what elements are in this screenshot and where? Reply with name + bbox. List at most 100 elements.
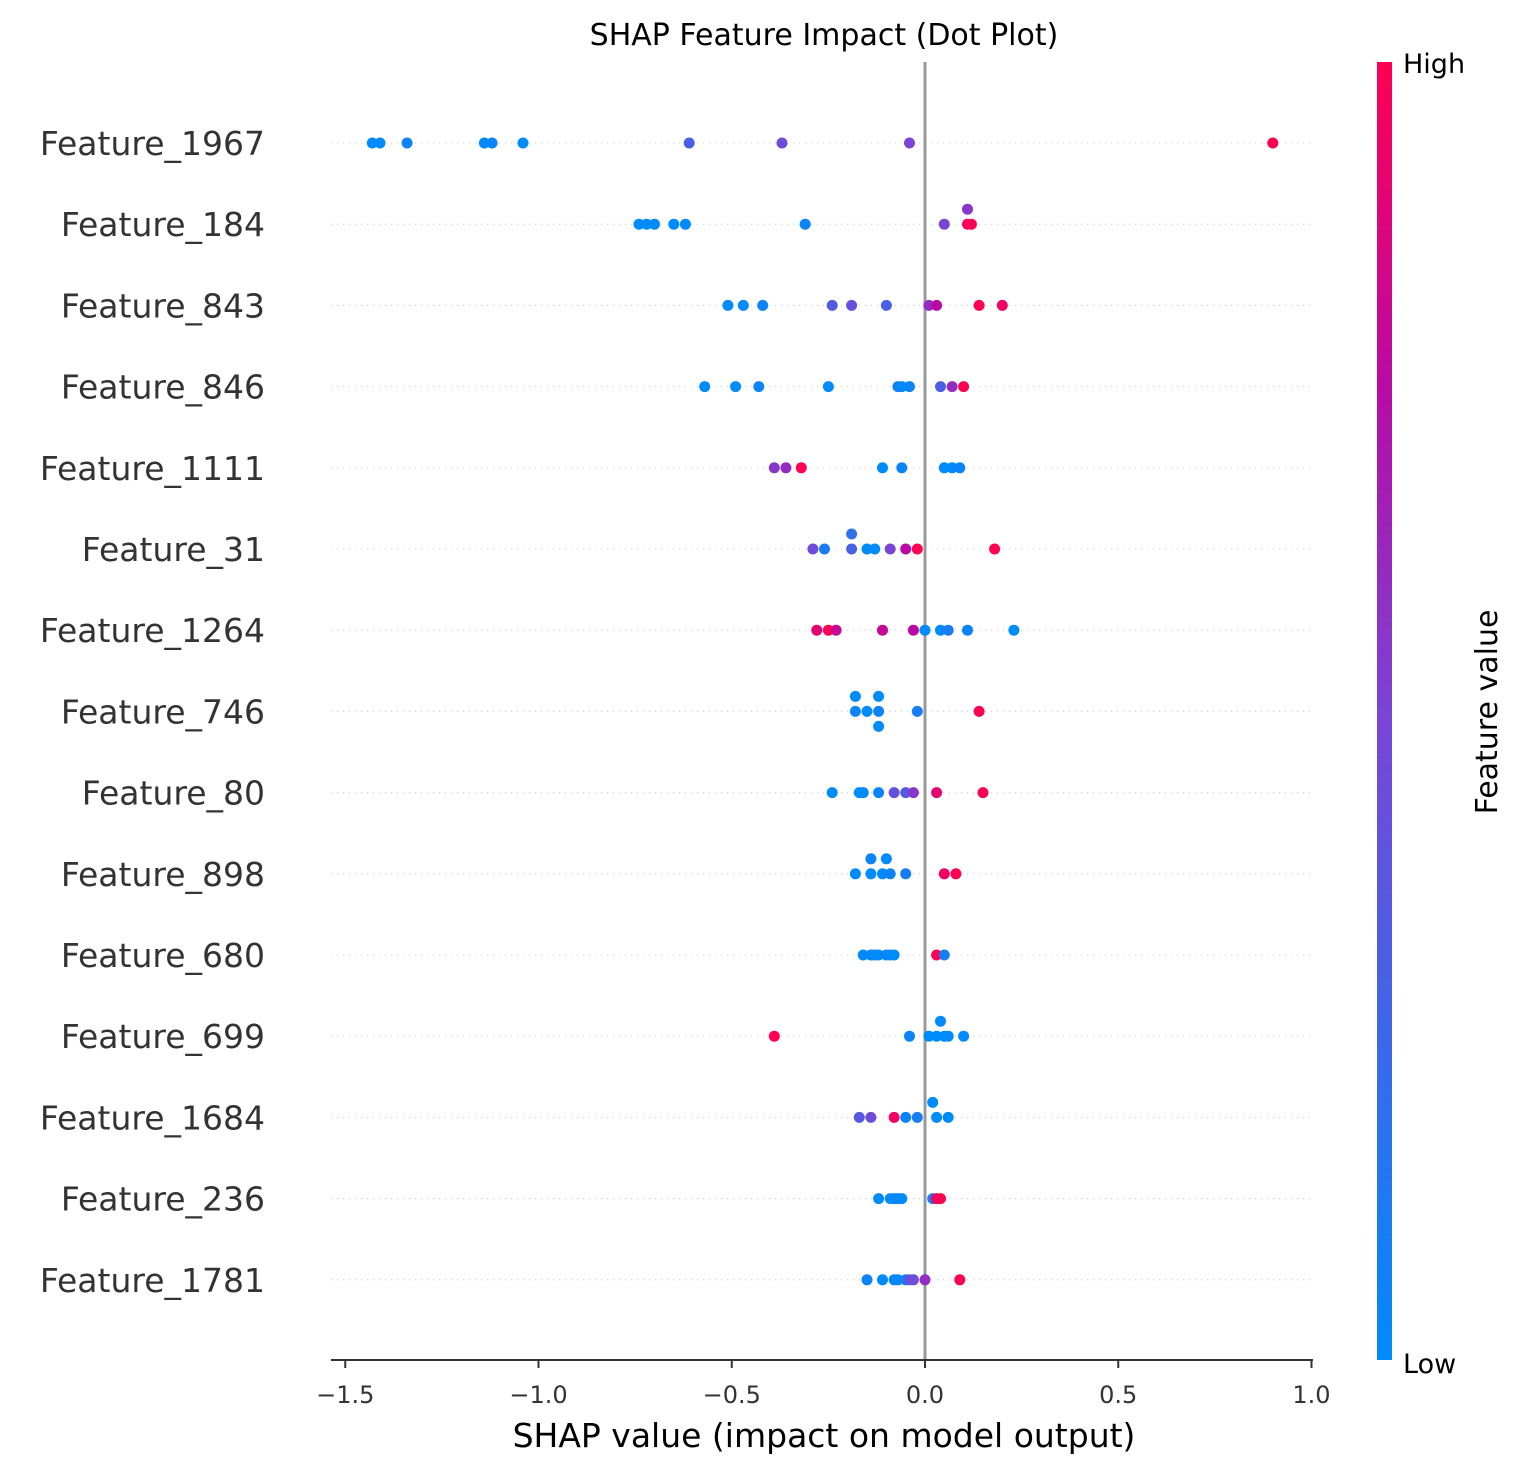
feature-labels: Feature_1967 Feature_184 Feature_843 Featur… bbox=[40, 124, 265, 1300]
shap-dot bbox=[757, 299, 769, 311]
shap-dot bbox=[900, 868, 912, 880]
x-tick-label: 0.5 bbox=[1099, 1381, 1137, 1409]
shap-dot bbox=[954, 462, 966, 474]
shap-dot bbox=[888, 787, 900, 799]
x-tick-label: 0.0 bbox=[906, 1381, 944, 1409]
shap-dot bbox=[849, 868, 861, 880]
shap-dot bbox=[857, 949, 869, 961]
shap-dot bbox=[900, 1111, 912, 1123]
x-tick-label: 1.0 bbox=[1292, 1381, 1330, 1409]
shap-dot bbox=[900, 543, 912, 555]
shap-dot bbox=[919, 624, 931, 636]
shap-dot bbox=[873, 1193, 885, 1205]
colorbar-high-label: High bbox=[1403, 49, 1465, 80]
shap-dot bbox=[873, 690, 885, 702]
shap-dot bbox=[935, 624, 946, 636]
shap-dot bbox=[904, 137, 915, 149]
feature-label: Feature_699 bbox=[61, 1017, 265, 1056]
shap-dot bbox=[849, 690, 861, 702]
shap-dot bbox=[942, 624, 954, 636]
shap-dot bbox=[938, 462, 950, 474]
shap-dot bbox=[931, 949, 943, 961]
x-ticks: −1.5 −1.0 −0.5 0.0 0.5 1.0 bbox=[316, 1360, 1331, 1409]
shap-dot bbox=[973, 299, 985, 311]
shap-dot bbox=[962, 624, 973, 636]
shap-dot bbox=[888, 949, 900, 961]
shap-dot bbox=[942, 1030, 954, 1042]
shap-dot bbox=[907, 624, 919, 636]
shap-dot bbox=[853, 1111, 865, 1123]
shap-dot bbox=[896, 1193, 908, 1205]
feature-label: Feature_31 bbox=[82, 530, 265, 569]
feature-label: Feature_1781 bbox=[40, 1261, 265, 1300]
shap-dot bbox=[923, 1030, 935, 1042]
shap-dot bbox=[737, 299, 749, 311]
shap-dot bbox=[1267, 137, 1279, 149]
shap-dot bbox=[649, 218, 660, 230]
shap-dot bbox=[938, 218, 950, 230]
shap-dot bbox=[938, 868, 950, 880]
shap-dot bbox=[668, 218, 680, 230]
shap-dot bbox=[633, 218, 645, 230]
feature-label: Feature_80 bbox=[82, 774, 265, 813]
colorbar-low-label: Low bbox=[1403, 1349, 1456, 1380]
shap-dot bbox=[931, 1111, 943, 1123]
shap-dot bbox=[904, 381, 915, 393]
shap-dot bbox=[826, 299, 838, 311]
shap-dot bbox=[900, 787, 912, 799]
shap-dot bbox=[923, 299, 935, 311]
shap-dot bbox=[873, 787, 885, 799]
feature-label: Feature_236 bbox=[61, 1180, 265, 1219]
x-tick-label: −1.5 bbox=[316, 1381, 374, 1409]
shap-dot bbox=[935, 381, 946, 393]
x-tick-label: −1.0 bbox=[509, 1381, 567, 1409]
shap-dot bbox=[877, 462, 888, 474]
shap-dot bbox=[722, 299, 734, 311]
shap-dot bbox=[958, 381, 970, 393]
feature-label: Feature_1684 bbox=[40, 1098, 265, 1137]
feature-label: Feature_1111 bbox=[40, 449, 265, 488]
shap-dot bbox=[896, 462, 908, 474]
feature-label: Feature_898 bbox=[61, 855, 265, 894]
shap-dot bbox=[753, 381, 765, 393]
dot-layer bbox=[366, 137, 1279, 1286]
shap-dot bbox=[366, 137, 378, 149]
feature-label: Feature_184 bbox=[61, 205, 265, 244]
shap-dot bbox=[1008, 624, 1020, 636]
shap-dot bbox=[911, 705, 923, 717]
shap-dot bbox=[861, 705, 873, 717]
shap-dot bbox=[861, 1274, 873, 1286]
shap-dot bbox=[401, 137, 413, 149]
shap-dot bbox=[958, 1030, 970, 1042]
shap-dot bbox=[799, 218, 811, 230]
shap-dot bbox=[977, 787, 989, 799]
shap-dot bbox=[478, 137, 490, 149]
shap-dot bbox=[865, 868, 877, 880]
shap-dot bbox=[846, 299, 858, 311]
feature-label: Feature_846 bbox=[61, 368, 265, 407]
shap-dot bbox=[888, 1111, 900, 1123]
shap-dot bbox=[931, 1030, 943, 1042]
shap-dot bbox=[865, 1111, 877, 1123]
shap-dot bbox=[699, 381, 711, 393]
x-axis-title: SHAP value (impact on model output) bbox=[513, 1416, 1136, 1455]
shap-dot bbox=[919, 1274, 931, 1286]
shap-dot bbox=[807, 543, 819, 555]
shap-dot bbox=[846, 543, 858, 555]
colorbar-title: Feature value bbox=[1470, 610, 1505, 815]
shap-dot bbox=[942, 1111, 954, 1123]
shap-dot bbox=[846, 528, 858, 540]
shap-dot bbox=[873, 720, 885, 732]
shap-dot bbox=[927, 1096, 939, 1108]
shap-dot bbox=[679, 218, 691, 230]
shap-dot bbox=[989, 543, 1001, 555]
shap-dot bbox=[896, 381, 908, 393]
shap-dot bbox=[822, 381, 834, 393]
shap-dot bbox=[935, 1015, 946, 1027]
colorbar bbox=[1377, 62, 1392, 1360]
shap-dot bbox=[869, 543, 881, 555]
x-tick-label: −0.5 bbox=[703, 1381, 761, 1409]
shap-dot bbox=[877, 1274, 888, 1286]
shap-dot bbox=[877, 868, 888, 880]
